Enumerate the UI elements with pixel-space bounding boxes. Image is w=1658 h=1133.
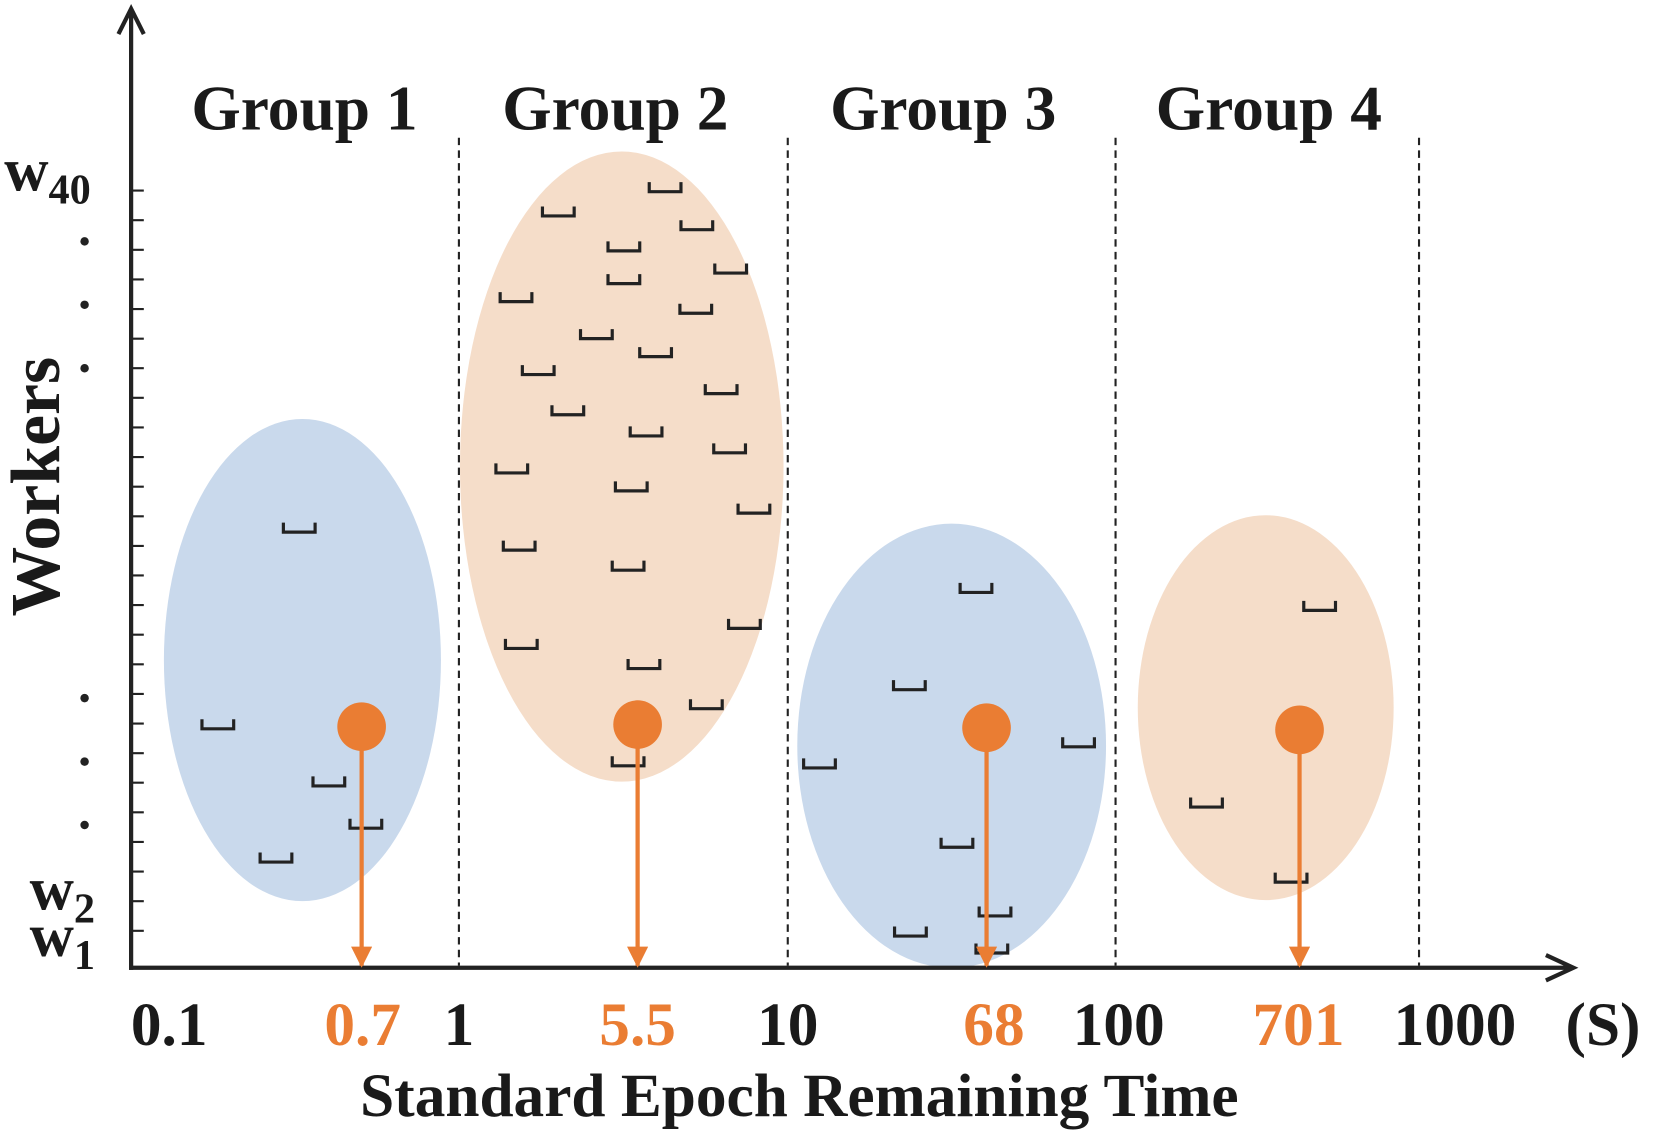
x-tick-label: 0.1 [131,991,208,1059]
axes [116,3,1579,983]
y-label-sub: 40 [49,166,91,213]
ellipsis-dots [80,237,89,830]
group-time: 5.5 [599,991,676,1059]
x-tick-label: 1000 [1394,991,1517,1059]
group-dividers [457,137,1421,966]
group-time: 0.7 [324,991,401,1059]
group-time: 701 [1253,991,1345,1059]
cluster [1137,515,1394,901]
cluster [163,418,441,902]
y-label-base: w [30,902,74,970]
group-label: Group 3 [830,72,1056,143]
cluster [797,523,1107,968]
worker-marks [200,182,1338,955]
group-label: Group 1 [191,72,417,143]
y-axis-title: Workers [0,357,75,617]
x-tick-label: 100 [1073,991,1165,1059]
y-label: w40 [4,137,91,214]
center-dots [337,700,1324,755]
y-label: w2 [30,856,95,933]
y-label-base: w [30,856,74,924]
x-axis-title: Standard Epoch Remaining Time [360,1062,1238,1130]
group-centers [351,724,1311,968]
x-tick-label: 10 [757,991,818,1059]
x-tick-label: 1 [444,991,475,1059]
x-unit: (S) [1566,991,1641,1059]
group-label: Group 2 [502,72,728,143]
y-label-sub: 1 [74,932,95,979]
y-label-sub: 2 [74,885,95,932]
group-label: Group 4 [1156,72,1382,143]
y-label-base: w [4,137,48,205]
clusters [163,151,1394,968]
y-label: w1 [30,902,95,979]
cluster [459,151,784,782]
group-time: 68 [963,991,1024,1059]
